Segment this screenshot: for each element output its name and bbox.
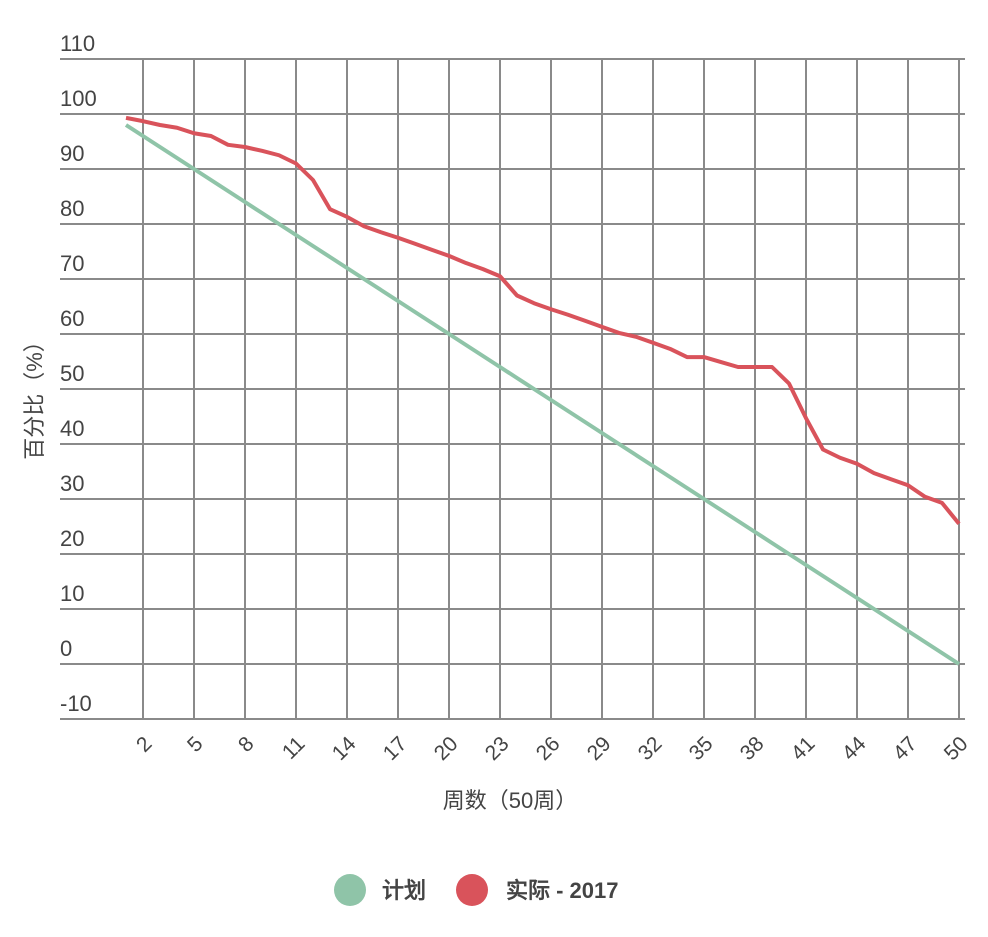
x-tick-labels: 2 5 8 11 14 17 20 23 26 29 32 35 38 41 44 47 50 [132, 732, 973, 765]
series-lines [124, 115, 961, 666]
x-tick-label: 11 [278, 732, 310, 764]
legend: 计划 实际 - 2017 [334, 874, 619, 906]
series-line-actual [125, 115, 961, 526]
x-tick-label: 8 [234, 732, 259, 757]
x-tick-label: 5 [183, 732, 208, 757]
y-tick-label: 60 [60, 306, 84, 331]
y-tick-label: 10 [60, 581, 84, 606]
legend-marker-actual [456, 874, 488, 906]
x-tick-label: 17 [379, 732, 412, 765]
x-tick-label: 50 [940, 732, 973, 765]
x-tick-label: 26 [532, 732, 565, 765]
series-line-plan [124, 123, 961, 666]
legend-item-plan[interactable]: 计划 [334, 874, 426, 906]
x-tick-label: 41 [787, 732, 820, 765]
y-tick-label: 0 [60, 636, 72, 661]
y-tick-label: 70 [60, 251, 84, 276]
x-tick-label: 44 [838, 732, 871, 765]
y-tick-labels: -10 0 10 20 30 40 50 60 70 80 90 100 110 [60, 31, 97, 716]
y-tick-label: 50 [60, 361, 84, 386]
x-tick-label: 2 [132, 732, 157, 757]
y-tick-label: 80 [60, 196, 84, 221]
y-tick-label: 30 [60, 471, 84, 496]
x-tick-label: 14 [328, 732, 361, 765]
y-tick-label: 90 [60, 141, 84, 166]
y-tick-label: 100 [60, 86, 97, 111]
grid [60, 58, 965, 720]
legend-label-actual: 实际 - 2017 [506, 878, 619, 903]
x-tick-label: 20 [430, 732, 463, 765]
legend-marker-plan [334, 874, 366, 906]
x-tick-label: 47 [889, 732, 922, 765]
x-tick-label: 29 [583, 732, 616, 765]
x-tick-label: 32 [634, 732, 667, 765]
legend-item-actual[interactable]: 实际 - 2017 [456, 874, 619, 906]
x-tick-label: 35 [685, 732, 718, 765]
x-tick-label: 38 [736, 732, 769, 765]
x-axis-title: 周数（50周） [443, 788, 577, 813]
y-axis-title: 百分比（%） [22, 330, 47, 460]
legend-label-plan: 计划 [382, 878, 426, 903]
y-tick-label: 110 [60, 31, 95, 56]
y-tick-label: 20 [60, 526, 84, 551]
y-tick-label: 40 [60, 416, 84, 441]
x-tick-label: 23 [481, 732, 514, 765]
y-tick-label: -10 [60, 691, 92, 716]
